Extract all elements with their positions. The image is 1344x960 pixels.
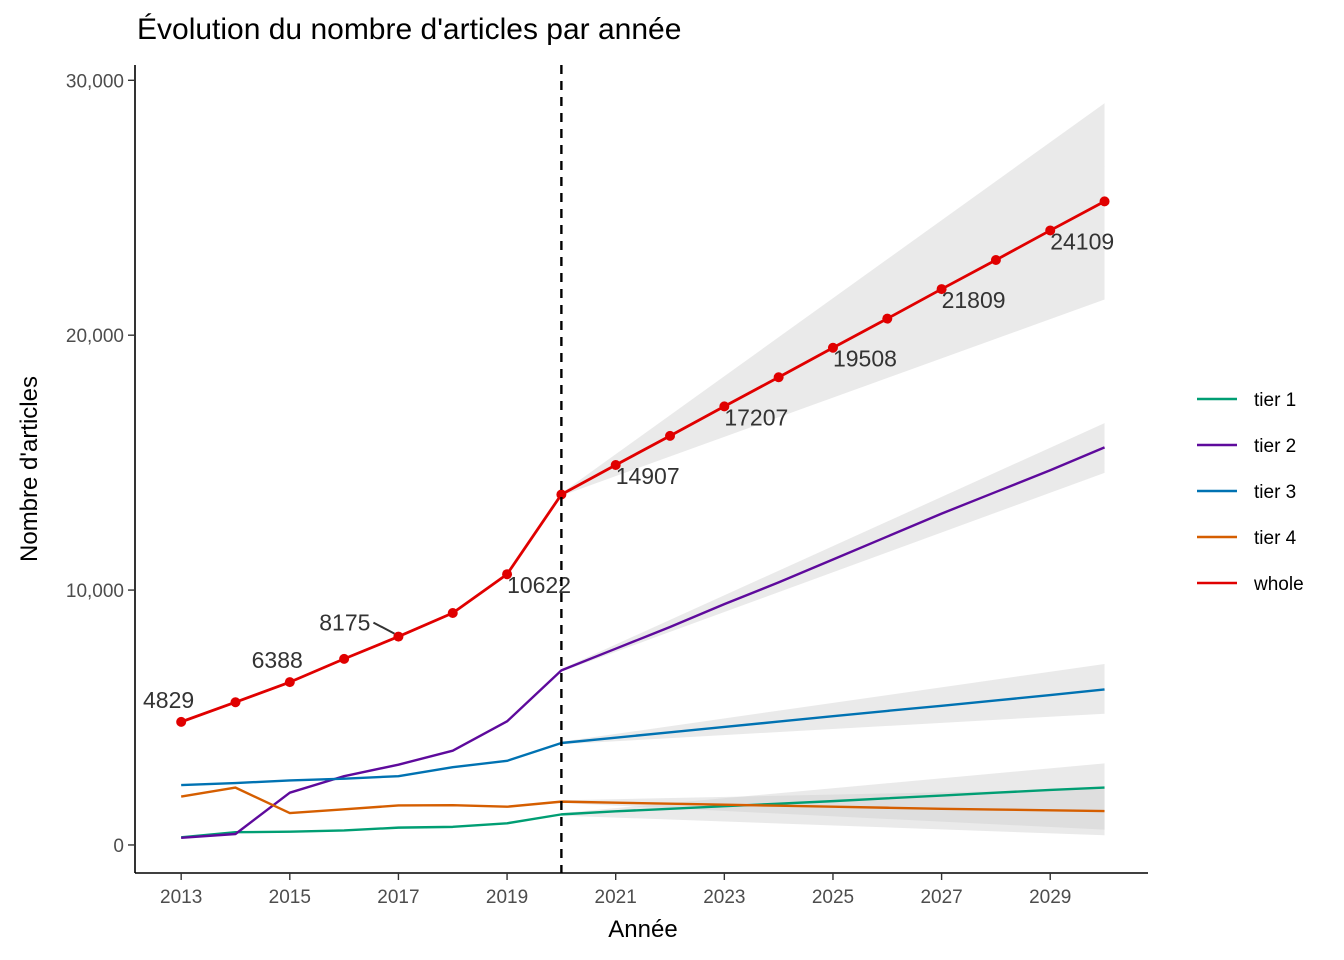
point-label-2017: 8175 bbox=[319, 610, 370, 636]
x-tick-label-2013: 2013 bbox=[160, 887, 202, 908]
point-2019 bbox=[502, 569, 513, 580]
y-axis-title: Nombre d'articles bbox=[16, 376, 43, 562]
point-2025 bbox=[827, 342, 838, 353]
line-series-3 bbox=[181, 688, 1105, 787]
point-2026 bbox=[882, 313, 893, 324]
x-tick-label-2019: 2019 bbox=[486, 887, 528, 908]
confidence-bands bbox=[561, 103, 1105, 836]
line-series-1 bbox=[181, 786, 1105, 839]
legend-label-3: tier 3 bbox=[1254, 482, 1296, 503]
x-tick-label-2027: 2027 bbox=[920, 887, 962, 908]
label-leader-2017 bbox=[372, 621, 395, 635]
point-2030 bbox=[1099, 196, 1110, 207]
band-series-2 bbox=[561, 423, 1105, 672]
point-2023 bbox=[719, 401, 730, 412]
data-points bbox=[176, 196, 1110, 727]
series-lines bbox=[180, 200, 1106, 840]
y-ticks: 0 10,000 20,000 30,000 bbox=[66, 71, 135, 857]
point-label-2027: 21809 bbox=[942, 287, 1006, 313]
y-tick-label-10000: 10,000 bbox=[66, 581, 124, 602]
point-2013 bbox=[176, 716, 187, 727]
legend-label-5: whole bbox=[1253, 574, 1304, 595]
band-series-4 bbox=[561, 788, 1105, 830]
point-2020 bbox=[556, 489, 567, 500]
band-series-5 bbox=[561, 103, 1105, 496]
point-label-2025: 19508 bbox=[833, 346, 897, 372]
point-label-2029: 24109 bbox=[1050, 228, 1114, 254]
point-labels: 4829638881751062214907172071950821809241… bbox=[143, 228, 1114, 712]
x-tick-label-2023: 2023 bbox=[703, 887, 745, 908]
x-tick-label-2017: 2017 bbox=[377, 887, 419, 908]
line-series-5 bbox=[180, 200, 1106, 724]
point-2027 bbox=[936, 284, 947, 295]
legend-label-1: tier 1 bbox=[1254, 390, 1296, 411]
x-tick-label-2021: 2021 bbox=[595, 887, 637, 908]
line-series-4 bbox=[180, 786, 1105, 815]
y-tick-label-0: 0 bbox=[113, 836, 124, 857]
point-2018 bbox=[447, 608, 458, 619]
point-2015 bbox=[284, 677, 295, 688]
point-2021 bbox=[610, 459, 621, 470]
point-label-2023: 17207 bbox=[724, 404, 788, 430]
band-series-1 bbox=[561, 763, 1105, 836]
x-tick-label-2025: 2025 bbox=[812, 887, 854, 908]
band-series-3 bbox=[561, 663, 1105, 745]
axes bbox=[134, 65, 1148, 874]
point-2028 bbox=[990, 254, 1001, 265]
point-2014 bbox=[230, 697, 241, 708]
point-2029 bbox=[1045, 225, 1056, 236]
x-tick-label-2015: 2015 bbox=[269, 887, 311, 908]
point-2017 bbox=[393, 631, 404, 642]
x-tick-label-2029: 2029 bbox=[1029, 887, 1071, 908]
legend: tier 1 tier 2 tier 3 tier 4 whole bbox=[1197, 390, 1304, 595]
point-label-2013: 4829 bbox=[143, 687, 194, 713]
x-ticks: 2013 2015 2017 2019 2021 2023 2025 2027 2029 bbox=[160, 873, 1071, 908]
y-tick-label-20000: 20,000 bbox=[66, 326, 124, 347]
chart-title: Évolution du nombre d'articles par année bbox=[137, 13, 681, 46]
point-label-2021: 14907 bbox=[616, 463, 680, 489]
legend-label-4: tier 4 bbox=[1254, 528, 1297, 549]
point-2022 bbox=[665, 430, 676, 441]
point-2024 bbox=[773, 372, 784, 383]
point-2016 bbox=[339, 653, 350, 664]
point-label-2015: 6388 bbox=[252, 647, 303, 673]
x-axis-title: Année bbox=[608, 916, 677, 943]
legend-label-2: tier 2 bbox=[1254, 436, 1296, 457]
y-tick-label-30000: 30,000 bbox=[66, 71, 124, 92]
